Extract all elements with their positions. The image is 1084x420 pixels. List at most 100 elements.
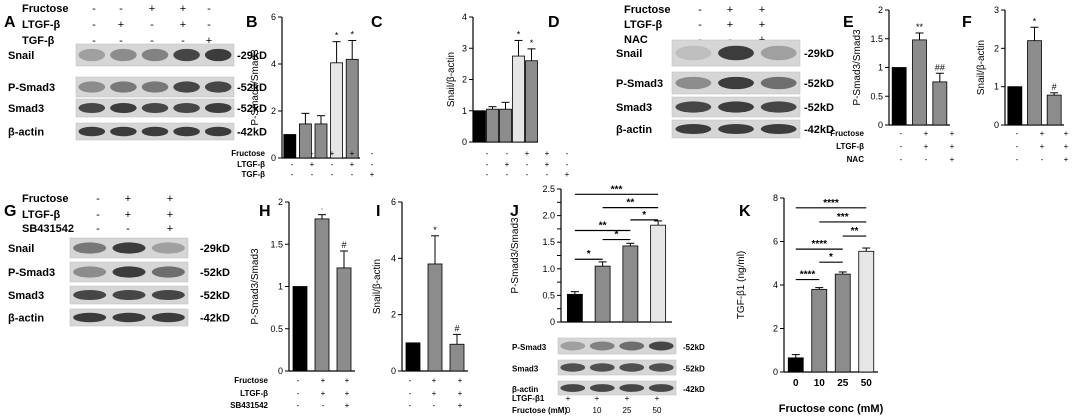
blot-treatment-sign: 0 — [566, 406, 571, 415]
blot-size-label: -52kD — [804, 102, 834, 114]
treatment-sign: - — [506, 170, 509, 179]
bar — [594, 265, 611, 323]
blot-size-label: -52kD — [804, 78, 834, 90]
blot-band — [151, 289, 185, 301]
y-tick-label: 1.5 — [542, 237, 555, 247]
blot-band — [73, 312, 107, 323]
bar — [650, 224, 667, 323]
blot-band — [73, 266, 107, 278]
y-axis-label: Snail/β-actin — [976, 40, 987, 95]
treatment-sign: - — [486, 170, 489, 179]
bar-chart-e: 0 0.5 1 1.5 2 P-Smad3/Smad3 ** ## Fructose - + + LTG… — [830, 5, 954, 164]
treatment-sign: + — [321, 376, 326, 385]
blot-treatment-label: Fructose — [624, 4, 670, 16]
blot-treatment-sign: + — [118, 19, 124, 31]
treatment-label: SB431542 — [230, 401, 268, 410]
y-tick-label: 2 — [271, 106, 276, 116]
bar — [314, 218, 330, 372]
treatment-sign: + — [525, 149, 530, 158]
blot-treatment-sign: + — [727, 4, 733, 16]
bar — [292, 286, 308, 372]
treatment-sign: + — [458, 376, 463, 385]
significance-label: ** — [626, 198, 634, 209]
treatment-sign: + — [565, 170, 570, 179]
significance-label: * — [829, 252, 833, 263]
blot-protein-label: Snail — [616, 48, 642, 60]
blot-treatment-sign: 50 — [653, 406, 662, 415]
blot-band — [112, 312, 146, 323]
bar — [787, 357, 804, 373]
significance-mark: · — [321, 204, 324, 214]
treatment-sign: + — [1040, 142, 1045, 151]
significance-label: *** — [611, 184, 623, 195]
blot-treatment-sign: + — [625, 394, 630, 403]
blot-band — [560, 384, 586, 392]
blot-treatment-sign: + — [180, 3, 186, 15]
significance-mark: * — [433, 225, 437, 235]
blot-protein-label: P-Smad3 — [512, 343, 547, 352]
blot-band — [204, 102, 232, 114]
significance-label: * — [615, 230, 619, 241]
y-tick-label: 1 — [994, 82, 999, 92]
blot-band — [204, 81, 232, 93]
blot-size-label: -52kD — [237, 82, 267, 94]
bar — [336, 267, 352, 372]
blot-treatment-sign: - — [150, 35, 154, 47]
y-tick-label: 0 — [462, 137, 467, 147]
significance-label: * — [587, 249, 591, 260]
treatment-sign: - — [506, 149, 509, 158]
treatment-sign: - — [900, 155, 903, 164]
treatment-sign: - — [291, 170, 294, 179]
blot-protein-label: P-Smad3 — [8, 267, 55, 279]
blot-treatment-sign: - — [698, 4, 702, 16]
y-tick-label: 2 — [773, 324, 778, 334]
blot-band — [110, 102, 137, 114]
blot-band — [78, 126, 106, 137]
y-tick-label: 1 — [278, 282, 283, 292]
blot-treatment-sign: 25 — [623, 406, 632, 415]
bar — [473, 110, 486, 143]
blot-band — [73, 289, 107, 301]
bar — [298, 123, 312, 159]
blot-treatment-label: Fructose (mM) — [512, 406, 567, 415]
blot-treatment-sign: + — [167, 209, 173, 221]
blot-band — [718, 76, 754, 90]
significance-mark: # — [1052, 82, 1057, 92]
treatment-label: Fructose — [830, 129, 864, 138]
bar — [566, 293, 583, 323]
treatment-sign: - — [297, 401, 300, 410]
treatment-sign: + — [458, 389, 463, 398]
western-blot-g: Fructose - + + LTGF-β - + + SB431542 - - + Snail -29k… — [8, 193, 230, 327]
blot-band — [648, 341, 674, 351]
panel-letter-i: I — [376, 203, 380, 220]
y-axis-label: Snail/β-actin — [372, 259, 383, 314]
blot-size-label: -29kD — [237, 50, 267, 62]
blot-protein-label: Snail — [8, 50, 34, 62]
y-axis-label: P-Smad3/Smad3 — [250, 248, 261, 325]
blot-protein-label: Snail — [8, 243, 34, 255]
significance-mark: # — [341, 240, 346, 250]
panel-letter-b: B — [246, 14, 258, 31]
blot-protein-label: β-actin — [616, 124, 652, 136]
blot-protein-label: β-actin — [8, 127, 44, 139]
blot-treatment-label: LTGF-β — [22, 209, 61, 221]
blot-treatment-sign: - — [119, 3, 123, 15]
blot-band — [173, 81, 200, 93]
treatment-sign: - — [291, 149, 294, 158]
y-tick-label: 2 — [391, 310, 396, 320]
blot-band — [675, 101, 712, 113]
y-tick-label: 2 — [462, 75, 467, 85]
blot-band — [589, 341, 615, 351]
significance-label: *** — [837, 212, 849, 223]
treatment-sign: + — [458, 401, 463, 410]
blot-treatment-sign: + — [595, 394, 600, 403]
y-tick-label: 6 — [271, 12, 276, 22]
bar — [932, 81, 948, 126]
y-tick-label: 0.5 — [270, 324, 283, 334]
y-tick-label: 8 — [773, 193, 778, 203]
treatment-sign: + — [950, 129, 955, 138]
treatment-sign: - — [331, 170, 334, 179]
